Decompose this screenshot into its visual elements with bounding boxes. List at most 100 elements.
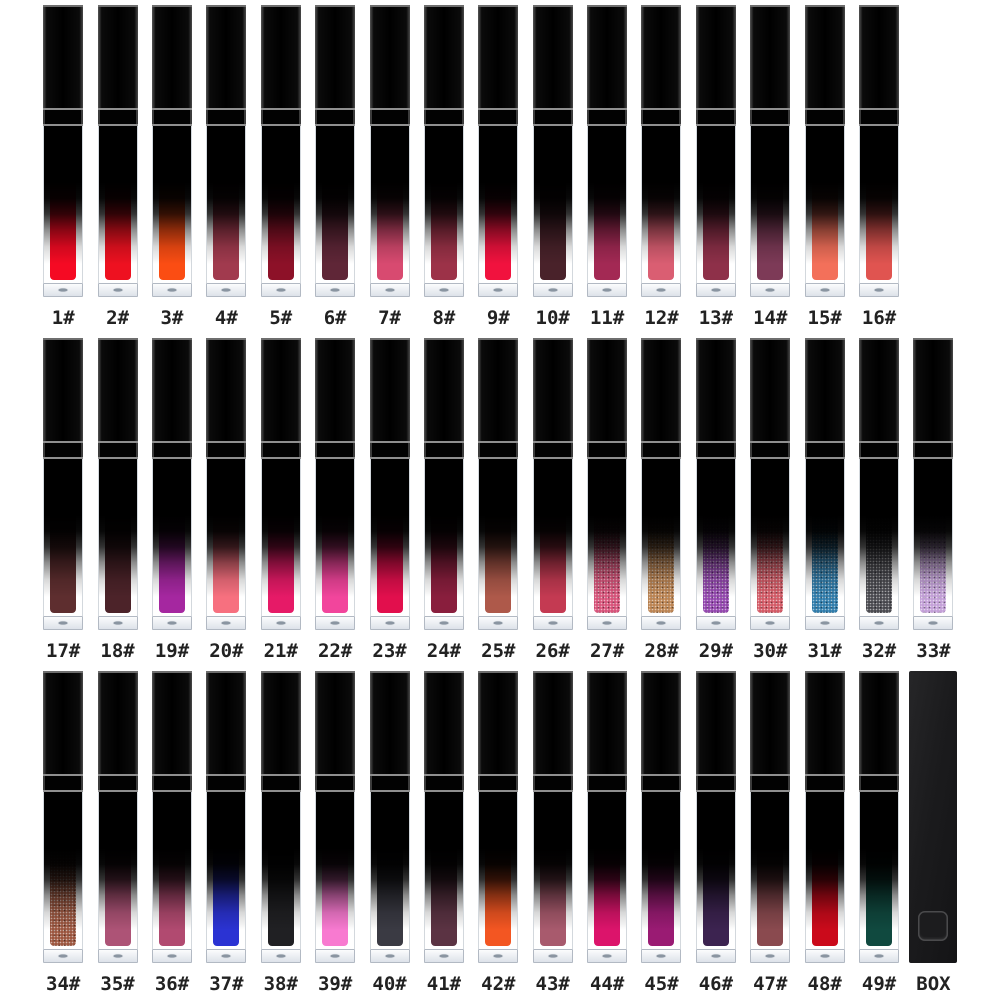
shade-number-label: 41#	[426, 972, 462, 995]
shade-overlay	[316, 126, 355, 283]
tube-cap	[151, 671, 192, 774]
tube-collar-ring	[97, 774, 138, 792]
product-row: 1# 2# 3#	[36, 5, 1000, 338]
tube-cap	[478, 338, 519, 441]
shade-number-label: 19#	[154, 639, 190, 662]
shade-overlay	[44, 126, 83, 283]
tube-collar-ring	[260, 441, 301, 459]
base-dot	[548, 288, 558, 292]
shade-number-label: 22#	[317, 639, 353, 662]
lipgloss-tube	[423, 338, 464, 630]
tube-body	[695, 459, 736, 616]
tube-body	[750, 459, 791, 616]
tube-cap	[750, 5, 791, 108]
tube-body	[478, 792, 519, 949]
tube-body	[423, 459, 464, 616]
shade-number-label: 39#	[317, 972, 353, 995]
shade-overlay	[261, 459, 300, 616]
lipgloss-tube	[206, 338, 247, 630]
lipgloss-tube	[97, 338, 138, 630]
tube-base	[423, 949, 464, 963]
tube-body	[369, 126, 410, 283]
tube-base	[151, 616, 192, 630]
tube-collar-ring	[913, 441, 954, 459]
base-dot	[439, 954, 449, 958]
base-dot	[602, 954, 612, 958]
tube-body	[804, 126, 845, 283]
tube-cap	[587, 671, 628, 774]
tube-cap	[423, 671, 464, 774]
shade-overlay	[642, 792, 681, 949]
lipgloss-tube	[804, 5, 845, 297]
shade-overlay	[696, 459, 735, 616]
shade-overlay	[152, 792, 191, 949]
shade-overlay	[98, 459, 137, 616]
base-dot	[820, 288, 830, 292]
lipgloss-tube	[859, 5, 900, 297]
product-column: 29#	[689, 338, 743, 671]
tube-collar-ring	[315, 774, 356, 792]
tube-collar-ring	[43, 108, 84, 126]
tube-body	[804, 459, 845, 616]
tube-base	[151, 949, 192, 963]
tube-body	[695, 792, 736, 949]
lipgloss-tube	[423, 671, 464, 963]
tube-body	[532, 792, 573, 949]
shade-number-label: 33#	[916, 639, 951, 662]
lipgloss-tube	[641, 338, 682, 630]
tube-body	[43, 792, 84, 949]
product-column: 19#	[145, 338, 199, 671]
product-column: 44#	[580, 671, 634, 1004]
shade-overlay	[261, 126, 300, 283]
tube-cap	[369, 671, 410, 774]
product-column: 32#	[852, 338, 906, 671]
shade-overlay	[914, 459, 953, 616]
tube-cap	[423, 5, 464, 108]
tube-cap	[532, 671, 573, 774]
shade-number-label: 28#	[644, 639, 679, 662]
base-dot	[167, 621, 177, 625]
shade-overlay	[370, 126, 409, 283]
tube-cap	[695, 338, 736, 441]
tube-cap	[695, 5, 736, 108]
tube-body	[151, 459, 192, 616]
tube-body	[750, 126, 791, 283]
shade-overlay	[642, 459, 681, 616]
tube-collar-ring	[369, 774, 410, 792]
tube-collar-ring	[43, 441, 84, 459]
tube-collar-ring	[587, 774, 628, 792]
tube-cap	[151, 5, 192, 108]
shade-number-label: BOX	[916, 972, 951, 995]
shade-number-label: 5#	[269, 306, 293, 329]
tube-cap	[315, 5, 356, 108]
tube-collar-ring	[641, 774, 682, 792]
tube-base	[206, 616, 247, 630]
base-dot	[493, 621, 503, 625]
shade-overlay	[805, 126, 844, 283]
lipgloss-tube	[97, 671, 138, 963]
tube-collar-ring	[695, 774, 736, 792]
shade-number-label: 10#	[535, 306, 570, 329]
product-column: 36#	[145, 671, 199, 1004]
tube-base	[532, 616, 573, 630]
shade-number-label: 48#	[807, 972, 842, 995]
lipgloss-tube	[206, 671, 247, 963]
product-column: 2#	[90, 5, 144, 338]
tube-base	[859, 616, 900, 630]
shade-number-label: 32#	[861, 639, 897, 662]
product-column: 38#	[254, 671, 308, 1004]
base-dot	[656, 954, 666, 958]
tube-collar-ring	[151, 108, 192, 126]
shade-overlay	[479, 126, 518, 283]
tube-collar-ring	[97, 108, 138, 126]
product-column: 40#	[362, 671, 416, 1004]
lipgloss-tube	[750, 338, 791, 630]
tube-collar-ring	[859, 441, 900, 459]
tube-cap	[260, 5, 301, 108]
product-column: 39#	[308, 671, 362, 1004]
tube-base	[97, 283, 138, 297]
tube-base	[315, 949, 356, 963]
tube-cap	[206, 671, 247, 774]
tube-cap	[913, 338, 954, 441]
product-row: 34# 35# 36#	[36, 671, 1000, 1004]
